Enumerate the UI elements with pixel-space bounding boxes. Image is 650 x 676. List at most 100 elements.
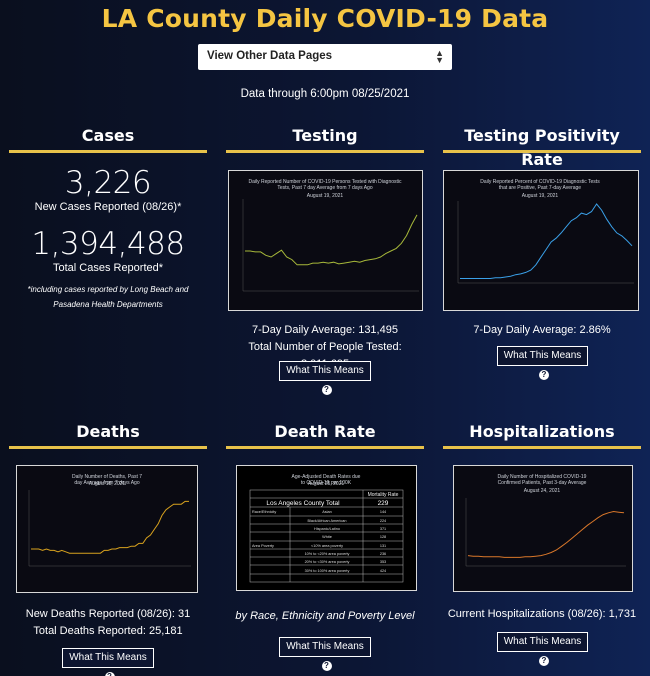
positivity-rule	[443, 150, 641, 153]
hospitalizations-stats: Current Hospitalizations (08/26): 1,731	[443, 606, 641, 623]
poverty-group-label: Area Poverty	[252, 544, 274, 548]
rate-row-label: Asian	[322, 510, 332, 514]
death-rate-rows: Asian 144 Black/African American 224 Hispani…	[305, 510, 387, 573]
death-rate-info-label: What This Means	[286, 641, 364, 652]
death-rate-col-header: Mortality Rate	[368, 492, 399, 498]
rate-row-label: Black/African American	[307, 519, 346, 523]
new-cases-label: New Cases Reported (08/26)*	[34, 201, 182, 213]
positivity-chart-date: August 19, 2021	[522, 193, 559, 199]
deaths-rule	[9, 446, 207, 449]
question-icon: ?	[539, 370, 549, 380]
hospitalizations-info-button[interactable]: What This Means?	[497, 632, 588, 666]
hospitalizations-chart-title: Daily Number of Hospitalized COVID-19 Con…	[498, 474, 587, 486]
hospitalizations-chart[interactable]: Daily Number of Hospitalized COVID-19 Con…	[453, 465, 633, 592]
testing-line	[245, 214, 418, 266]
death-rate-info-button[interactable]: What This Means?	[279, 637, 371, 671]
new-cases-value: 3,226	[64, 165, 152, 201]
positivity-title: Testing Positivity Rate	[464, 126, 620, 169]
deaths-line	[31, 500, 189, 554]
deaths-new: New Deaths Reported (08/26): 31	[25, 608, 191, 620]
deaths-total: Total Deaths Reported: 25,181	[33, 625, 183, 637]
testing-info-button[interactable]: What This Means?	[279, 361, 371, 395]
death-rate-grid	[249, 489, 404, 583]
question-icon: ?	[539, 656, 549, 666]
county-total-value: 229	[378, 500, 389, 507]
deaths-stats: New Deaths Reported (08/26): 31 Total De…	[9, 606, 207, 640]
rate-row-label: <10% area poverty	[311, 544, 343, 548]
deaths-axes	[28, 490, 191, 567]
hospitalizations-current: Current Hospitalizations (08/26): 1,731	[447, 608, 637, 620]
death-rate-caption: by Race, Ethnicity and Poverty Level	[235, 610, 415, 622]
rate-row-label: 20% to <30% area poverty	[305, 560, 350, 564]
race-group-label: Race/Ethnicity	[252, 510, 276, 514]
testing-info-label: What This Means	[286, 365, 364, 376]
testing-chart-svg: Daily Reported Number of COVID-19 Person…	[242, 179, 419, 292]
positivity-avg: 7-Day Daily Average: 2.86%	[473, 324, 611, 336]
hospitalizations-title: Hospitalizations	[469, 422, 615, 441]
testing-avg: 7-Day Daily Average: 131,495	[252, 324, 398, 336]
death-rate-chart-title: Age-Adjusted Death Rates due to COVID-19 …	[292, 474, 361, 486]
positivity-section: Testing Positivity Rate	[443, 124, 641, 169]
deaths-chart[interactable]: Daily Number of Deaths, Past 7 day Averag…	[16, 465, 198, 593]
rate-row-value: 131	[380, 544, 386, 548]
rate-row-value: 353	[380, 560, 386, 564]
deaths-title: Deaths	[76, 422, 140, 441]
testing-axes	[242, 199, 419, 292]
cases-note: *including cases reported by Long Beach …	[27, 285, 189, 309]
positivity-plot	[457, 201, 634, 284]
hospitalizations-chart-date: August 24, 2021	[524, 488, 561, 494]
death-rate-section: Death Rate	[226, 420, 424, 449]
hospitalizations-axes	[465, 498, 626, 567]
select-value: View Other Data Pages	[207, 50, 333, 62]
positivity-info-button[interactable]: What This Means?	[497, 346, 588, 380]
positivity-chart-svg: Daily Reported Percent of COVID-19 Diagn…	[457, 179, 634, 284]
death-rate-title: Death Rate	[274, 422, 376, 441]
rate-row-value: 371	[380, 527, 386, 531]
testing-section: Testing	[226, 124, 424, 153]
hospitalizations-chart-svg: Daily Number of Hospitalized COVID-19 Con…	[465, 474, 626, 567]
county-total-label: Los Angeles County Total	[266, 500, 340, 507]
total-cases-value: 1,394,488	[31, 226, 185, 262]
rate-row-value: 224	[380, 519, 386, 523]
cases-rule	[9, 150, 207, 153]
hospitalizations-plot	[465, 498, 626, 567]
total-cases-label: Total Cases Reported*	[52, 262, 164, 274]
death-rate-table-image[interactable]: Age-Adjusted Death Rates due to COVID-19 …	[236, 465, 417, 591]
testing-chart-title: Daily Reported Number of COVID-19 Person…	[248, 179, 402, 191]
rate-row-value: 236	[380, 552, 386, 556]
cases-title: Cases	[81, 126, 135, 145]
hospitalizations-rule	[443, 446, 641, 449]
rate-row-label: 30% to 100% area poverty	[305, 569, 350, 573]
question-icon: ?	[104, 672, 115, 676]
deaths-info-button[interactable]: What This Means?	[62, 648, 154, 676]
positivity-chart[interactable]: Daily Reported Percent of COVID-19 Diagn…	[443, 170, 639, 311]
testing-chart[interactable]: Daily Reported Number of COVID-19 Person…	[228, 170, 423, 311]
rate-row-value: 424	[380, 569, 386, 573]
rate-row-value: 144	[380, 510, 386, 514]
testing-plot	[242, 199, 419, 292]
deaths-chart-title: Daily Number of Deaths, Past 7 day Averag…	[72, 474, 142, 486]
question-icon: ?	[321, 661, 332, 671]
positivity-stats: 7-Day Daily Average: 2.86%	[443, 322, 641, 339]
select-arrows-icon: ▲ ▼	[435, 48, 444, 65]
hospitalizations-section: Hospitalizations	[443, 420, 641, 449]
hospitalizations-line	[467, 510, 625, 558]
cases-section: Cases 3,226 New Cases Reported (08/26)* …	[9, 124, 207, 312]
deaths-info-label: What This Means	[69, 652, 147, 663]
rate-row-label: White	[322, 535, 332, 539]
rate-row-value: 128	[380, 535, 386, 539]
data-through-label: Data through 6:00pm 08/25/2021	[240, 88, 410, 100]
data-pages-select[interactable]: View Other Data Pages ▲ ▼	[198, 44, 452, 70]
positivity-axes	[457, 201, 634, 284]
question-icon: ?	[321, 385, 332, 395]
page-title: LA County Daily COVID-19 Data	[101, 4, 549, 33]
death-rate-svg: Age-Adjusted Death Rates due to COVID-19 …	[249, 474, 404, 583]
rate-row-label: Hispanic/Latino	[314, 527, 340, 531]
testing-title: Testing	[292, 126, 358, 145]
deaths-plot	[28, 490, 191, 567]
rate-row-label: 10% to <20% area poverty	[305, 552, 350, 556]
positivity-chart-title: Daily Reported Percent of COVID-19 Diagn…	[480, 179, 600, 191]
hospitalizations-info-label: What This Means	[503, 636, 582, 647]
death-rate-chart-date: August 25, 2021	[308, 481, 345, 487]
deaths-chart-date: August 18, 2021	[89, 481, 126, 487]
